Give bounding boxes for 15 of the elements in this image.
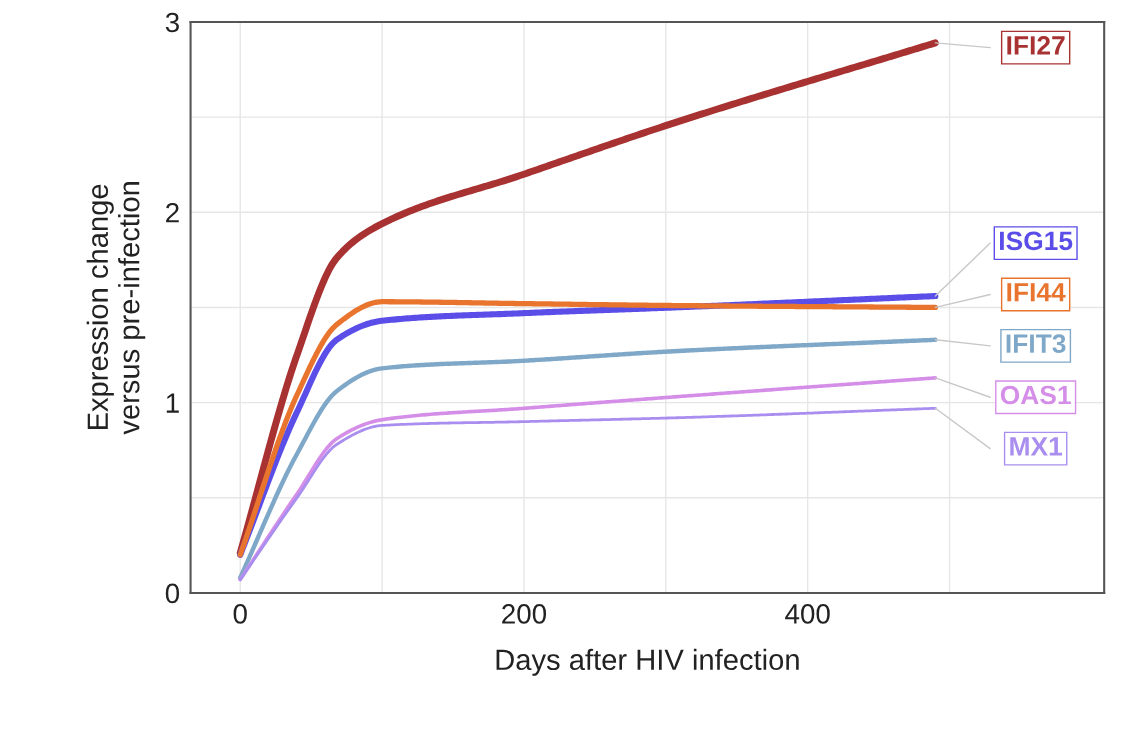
y-tick-label: 0: [165, 583, 180, 604]
y-tick-label: 3: [165, 12, 179, 33]
text: IFI27: [1007, 36, 1065, 55]
y-tick-label: 1: [166, 393, 179, 413]
text: IFIT3: [1006, 334, 1066, 354]
text: OAS1: [1000, 385, 1071, 405]
x-tick-label: 200: [502, 604, 547, 624]
y-tick-label: 2: [166, 202, 179, 223]
text: IFI44: [1007, 283, 1066, 302]
x-axis-title: Days after HIV infection: [496, 648, 799, 676]
x-tick-label: 400: [785, 604, 830, 624]
text: MX1: [1010, 437, 1063, 456]
text: ISG15: [1000, 231, 1073, 251]
x-tick-label: 0: [233, 604, 247, 624]
y-axis-title: Expression change versus pre-infection: [86, 182, 146, 435]
